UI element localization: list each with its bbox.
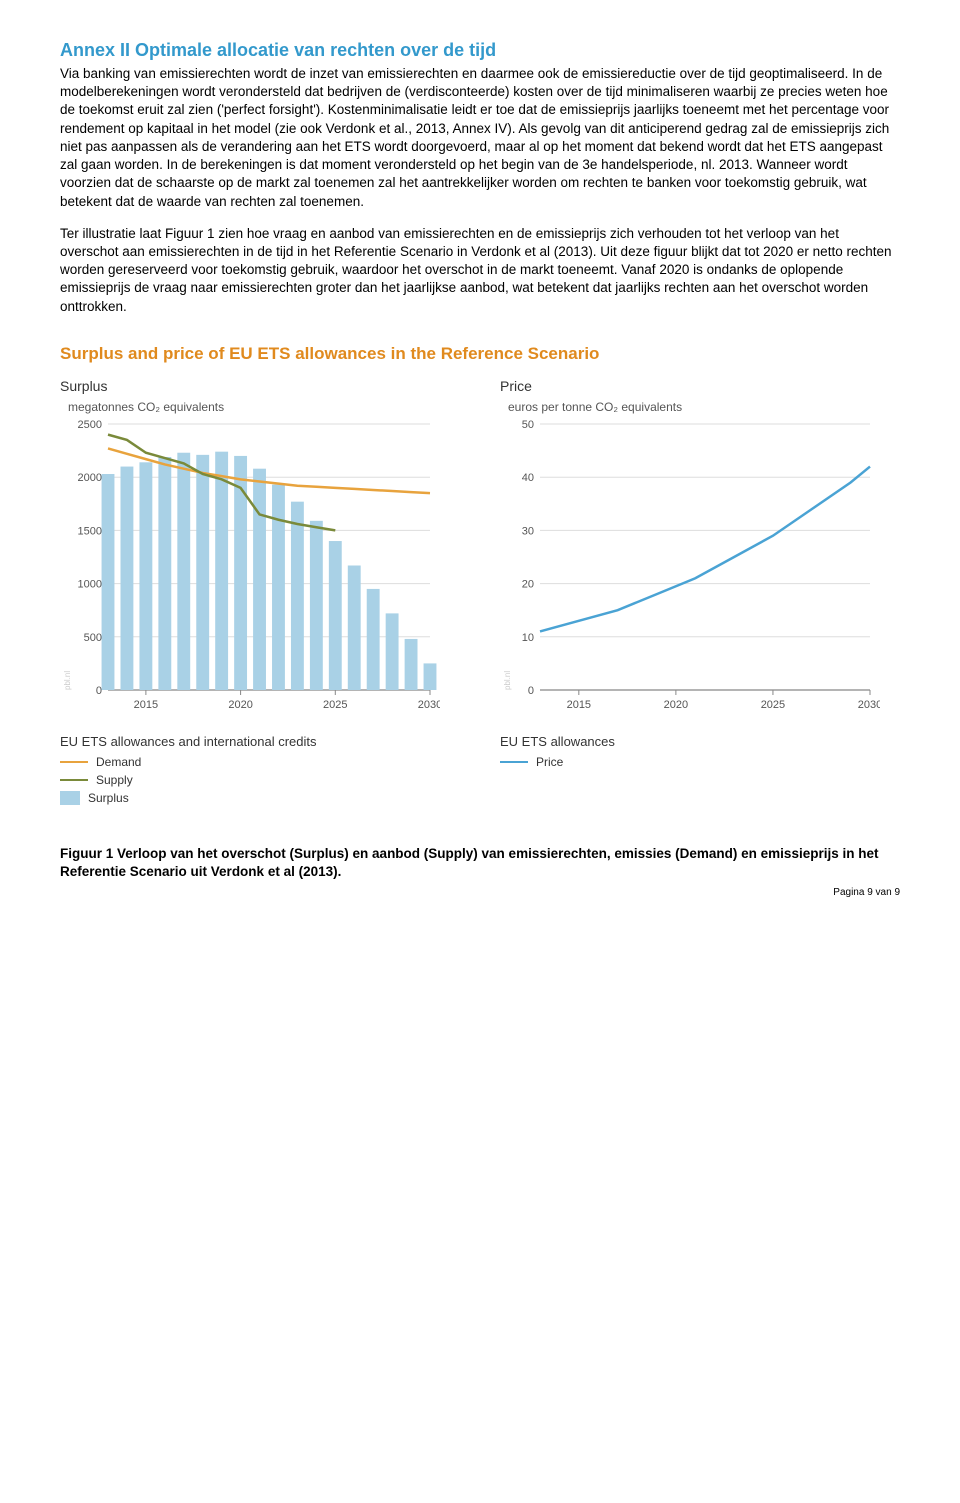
- svg-text:2500: 2500: [78, 419, 102, 431]
- legend-right-heading: EU ETS allowances: [500, 734, 900, 749]
- annex-heading: Annex II Optimale allocatie van rechten …: [60, 40, 900, 61]
- svg-text:500: 500: [84, 632, 102, 644]
- svg-text:2020: 2020: [664, 699, 688, 711]
- surplus-label: Surplus: [88, 791, 129, 805]
- svg-text:0: 0: [528, 685, 534, 697]
- legend-price-row: Price: [500, 755, 900, 769]
- svg-text:pbl.nl: pbl.nl: [503, 670, 512, 689]
- left-panel-unit: megatonnes CO₂ equivalents: [68, 400, 460, 414]
- supply-label: Supply: [96, 773, 133, 787]
- paragraph-2: Ter illustratie laat Figuur 1 zien hoe v…: [60, 225, 900, 316]
- price-label: Price: [536, 755, 563, 769]
- svg-text:pbl.nl: pbl.nl: [63, 670, 72, 689]
- svg-text:2030: 2030: [418, 699, 440, 711]
- supply-swatch: [60, 779, 88, 781]
- svg-text:0: 0: [96, 685, 102, 697]
- figure-container: Surplus and price of EU ETS allowances i…: [60, 344, 900, 809]
- demand-label: Demand: [96, 755, 141, 769]
- price-swatch: [500, 761, 528, 763]
- legend-right: EU ETS allowances Price: [500, 734, 900, 769]
- svg-text:2015: 2015: [567, 699, 591, 711]
- svg-text:2025: 2025: [323, 699, 347, 711]
- figure-caption: Figuur 1 Verloop van het overschot (Surp…: [60, 845, 900, 881]
- legend-left-heading: EU ETS allowances and international cred…: [60, 734, 460, 749]
- svg-text:2015: 2015: [134, 699, 158, 711]
- svg-text:1000: 1000: [78, 578, 102, 590]
- svg-text:2000: 2000: [78, 472, 102, 484]
- svg-text:2020: 2020: [228, 699, 252, 711]
- svg-text:40: 40: [522, 472, 534, 484]
- svg-text:20: 20: [522, 578, 534, 590]
- legend-demand-row: Demand: [60, 755, 460, 769]
- demand-swatch: [60, 761, 88, 763]
- svg-text:1500: 1500: [78, 525, 102, 537]
- legend-surplus-row: Surplus: [60, 791, 460, 805]
- svg-text:2030: 2030: [858, 699, 880, 711]
- price-chart-panel: Price euros per tonne CO₂ equivalents 0 1…: [500, 378, 900, 809]
- paragraph-1: Via banking van emissierechten wordt de …: [60, 65, 900, 211]
- svg-text:30: 30: [522, 525, 534, 537]
- left-panel-title: Surplus: [60, 378, 460, 394]
- right-panel-title: Price: [500, 378, 900, 394]
- legend-supply-row: Supply: [60, 773, 460, 787]
- surplus-chart-panel: Surplus megatonnes CO₂ equivalents 0 500 1…: [60, 378, 460, 809]
- price-chart-svg: 010203040502015202020252030pbl.nl: [500, 418, 880, 718]
- surplus-swatch: [60, 791, 80, 805]
- surplus-chart-svg: 0 500 1000 1500 2000 2500 2015 2020 2025 2030 pbl.…: [60, 418, 440, 718]
- page-number: Pagina 9 van 9: [60, 887, 900, 898]
- legend-left: EU ETS allowances and international cred…: [60, 734, 460, 805]
- chart-main-title: Surplus and price of EU ETS allowances i…: [60, 344, 900, 364]
- svg-text:10: 10: [522, 632, 534, 644]
- svg-text:2025: 2025: [761, 699, 785, 711]
- right-panel-unit: euros per tonne CO₂ equivalents: [508, 400, 900, 414]
- svg-text:50: 50: [522, 419, 534, 431]
